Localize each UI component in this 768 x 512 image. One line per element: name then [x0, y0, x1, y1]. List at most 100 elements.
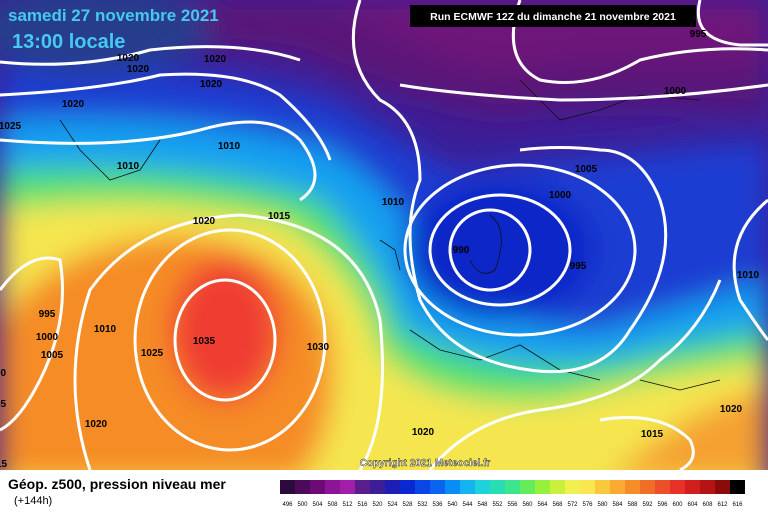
colorbar-label: 604 [687, 502, 698, 508]
colorbar-label: 592 [642, 502, 653, 508]
colorbar-label: 572 [567, 502, 578, 508]
run-box [410, 5, 696, 27]
local-time: 13:00 locale [12, 31, 125, 53]
isobar-label: 1020 [117, 53, 140, 64]
isobar-label: 1025 [141, 348, 164, 359]
isobar-label: 1020 [193, 216, 216, 227]
isobar-label: 1025 [0, 121, 22, 132]
colorbar-swatch [325, 480, 340, 494]
colorbar-swatch [460, 480, 475, 494]
isobar-label: 1000 [0, 368, 7, 379]
colorbar-label: 616 [732, 502, 743, 508]
colorbar-label: 612 [717, 502, 728, 508]
colorbar-label: 532 [417, 502, 428, 508]
colorbar-swatch [505, 480, 520, 494]
colorbar-label: 500 [297, 502, 308, 508]
isobar-label: 1000 [549, 190, 572, 201]
colorbar-swatch [370, 480, 385, 494]
colorbar-label: 576 [582, 502, 593, 508]
colorbar-label: 552 [492, 502, 503, 508]
colorbar-label: 504 [312, 502, 323, 508]
colorbar-swatch [670, 480, 685, 494]
colorbar-swatch [385, 480, 400, 494]
run-info: Run ECMWF 12Z du dimanche 21 novembre 20… [430, 11, 676, 23]
colorbar-swatch [490, 480, 505, 494]
colorbar-swatch [565, 480, 580, 494]
colorbar-label: 528 [402, 502, 413, 508]
colorbar-swatch [550, 480, 565, 494]
colorbar-swatch [610, 480, 625, 494]
colorbar-label: 580 [597, 502, 608, 508]
isobar-label: 1010 [737, 270, 760, 281]
colorbar-swatch [340, 480, 355, 494]
isobar-label: 1020 [204, 54, 227, 65]
colorbar-label: 568 [552, 502, 563, 508]
colorbar-label: 564 [537, 502, 548, 508]
colorbar-label: 556 [507, 502, 518, 508]
isobar-label: 1010 [382, 197, 405, 208]
colorbar-label: 508 [327, 502, 338, 508]
isobar-label: 1020 [62, 99, 85, 110]
colorbar: 496 500 504 508 512 516 520 524 528 532 536 540 544 5… [280, 480, 745, 508]
isobar-label: 1030 [307, 342, 330, 353]
colorbar-label: 548 [477, 502, 488, 508]
colorbar-swatch [295, 480, 310, 494]
colorbar-label: 524 [387, 502, 398, 508]
colorbar-swatch [640, 480, 655, 494]
isobar-label: 1000 [664, 86, 687, 97]
isobar-label: 1035 [193, 336, 216, 347]
colorbar-swatch [700, 480, 715, 494]
colorbar-label: 560 [522, 502, 533, 508]
isobar-label: 995 [39, 309, 56, 320]
colorbar-label: 520 [372, 502, 383, 508]
isobar-label: 1020 [412, 427, 435, 438]
isobar-label: 1005 [575, 164, 598, 175]
colorbar-label: 536 [432, 502, 443, 508]
colorbar-label: 596 [657, 502, 668, 508]
isobar-label: 1000 [36, 332, 59, 343]
isobar-label: 1020 [720, 404, 743, 415]
colorbar-swatch [535, 480, 550, 494]
colorbar-label: 608 [702, 502, 713, 508]
colorbar-swatch [355, 480, 370, 494]
colorbar-label: 496 [282, 502, 293, 508]
isobar-label: 1020 [200, 79, 223, 90]
isobar-label: 1020 [85, 419, 108, 430]
isobar-label: 1005 [0, 399, 7, 410]
colorbar-swatch [475, 480, 490, 494]
isobar-label: 1005 [41, 350, 64, 361]
colorbar-swatch [715, 480, 730, 494]
colorbar-label: 512 [342, 502, 353, 508]
colorbar-swatch [625, 480, 640, 494]
colorbar-label: 600 [672, 502, 683, 508]
isobar-label: 1015 [268, 211, 291, 222]
copyright: Copyright 2021 Meteociel.fr [360, 458, 491, 469]
isobar-label: 1010 [117, 161, 140, 172]
colorbar-swatch [400, 480, 415, 494]
isobar-label: 1010 [218, 141, 241, 152]
colorbar-swatch [430, 480, 445, 494]
isobar-label: 1015 [0, 459, 8, 470]
colorbar-swatch [445, 480, 460, 494]
isobar-label: 995 [570, 261, 587, 272]
colorbar-label: 588 [627, 502, 638, 508]
colorbar-label: 516 [357, 502, 368, 508]
colorbar-swatch [280, 480, 295, 494]
isobar-label: 1020 [127, 64, 150, 75]
colorbar-label: 584 [612, 502, 623, 508]
footer-title: Géop. z500, pression niveau mer [8, 476, 226, 492]
colorbar-swatch [730, 480, 745, 494]
isobar-label: 1015 [641, 429, 664, 440]
colorbar-swatch [310, 480, 325, 494]
colorbar-swatch [595, 480, 610, 494]
colorbar-swatch [580, 480, 595, 494]
isobar-label: 990 [453, 245, 470, 256]
colorbar-label: 544 [462, 502, 473, 508]
colorbar-swatch [685, 480, 700, 494]
colorbar-label: 540 [447, 502, 458, 508]
colorbar-swatch [415, 480, 430, 494]
colorbar-swatch [655, 480, 670, 494]
forecast-lead: (+144h) [14, 495, 52, 507]
